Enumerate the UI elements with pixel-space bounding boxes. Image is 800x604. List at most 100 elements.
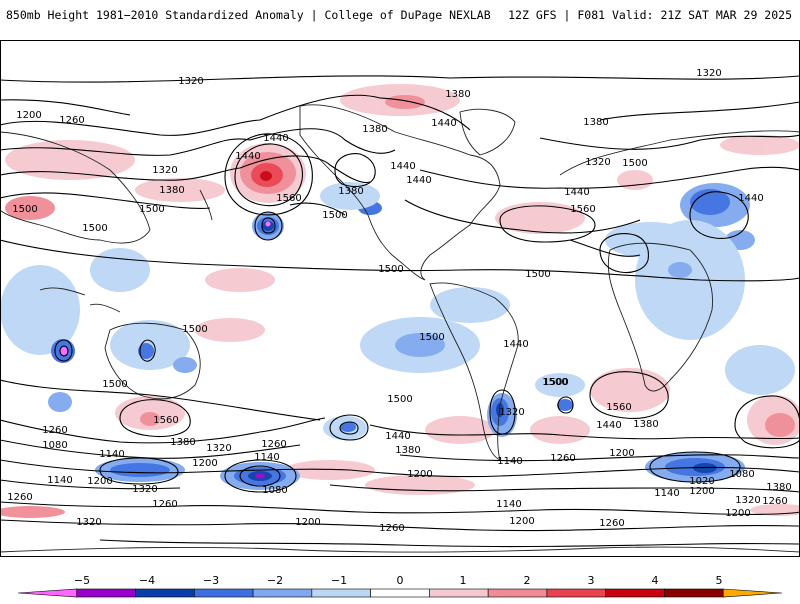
map-panel[interactable]: 1320 1200 1260 1380 1440 1320 1380 1500 …	[0, 40, 800, 557]
contour-label: 1200	[725, 508, 750, 519]
contour-label: 1440	[235, 151, 260, 162]
contour-label: 1440	[738, 193, 763, 204]
coastlines	[0, 104, 800, 553]
contour-label: 1440	[263, 133, 288, 144]
contour-label: 1320	[132, 484, 157, 495]
contour-label: 1200	[16, 110, 41, 121]
contour-label: 1320	[152, 165, 177, 176]
colorbar-tick: 4	[652, 574, 659, 587]
contour-label: 1200	[689, 486, 714, 497]
south-america-coast	[429, 282, 519, 461]
contour-label: 1500	[102, 379, 127, 390]
contour-label: 1500	[378, 264, 403, 275]
map-title: 850mb Height 1981−2010 Standardized Anom…	[6, 8, 491, 22]
contour-label: 1500	[139, 204, 164, 215]
contour-label: 1140	[99, 449, 124, 460]
contour-label: 1320	[206, 443, 231, 454]
colorbar-tick: −4	[139, 574, 155, 587]
contour-label: 1560	[153, 415, 178, 426]
antarctica-coast	[0, 546, 800, 553]
contour-label: 1440	[390, 161, 415, 172]
contour-label: 1320	[735, 495, 760, 506]
contour-label: 1260	[550, 453, 575, 464]
contour-label: 1440	[385, 431, 410, 442]
colorbar-tick: −2	[267, 574, 283, 587]
colorbar-swatch	[487, 588, 548, 598]
colorbar-swatches	[17, 588, 783, 598]
contour-label: 1380	[395, 445, 420, 456]
contour-label: 1200	[609, 448, 634, 459]
north-america-coast	[299, 104, 501, 281]
contour-label: 1560	[606, 402, 631, 413]
eurasia-coast	[0, 130, 800, 244]
contour-label: 1500	[12, 204, 37, 215]
africa-coast	[607, 242, 713, 392]
contour-label: 1440	[406, 175, 431, 186]
contour-label: 1500	[622, 158, 647, 169]
colorbar-swatch	[722, 588, 783, 598]
contour-label: 1320	[76, 517, 101, 528]
colorbar-swatch	[370, 588, 430, 598]
contour-label: 1080	[42, 440, 67, 451]
contour-label: 1320	[499, 407, 524, 418]
colorbar-tick: −3	[203, 574, 219, 587]
contour-label: 1260	[59, 115, 84, 126]
colorbar-swatch	[311, 588, 371, 598]
colorbar-swatch	[252, 588, 313, 598]
contour-label: 1200	[87, 476, 112, 487]
colorbar-swatch	[76, 588, 136, 598]
contour-label: 1140	[654, 488, 679, 499]
colorbar-tick: 0	[397, 574, 404, 587]
contour-label: 1380	[633, 419, 658, 430]
contour-label: 1260	[152, 499, 177, 510]
contour-label: 1380	[362, 124, 387, 135]
colorbar-swatch	[135, 588, 195, 598]
colorbar-tick: 3	[588, 574, 595, 587]
height-contours	[0, 75, 800, 548]
contour-label: 1440	[503, 339, 528, 350]
colorbar-tick: −5	[74, 574, 90, 587]
anomaly-colorbar: −5 −4 −3 −2 −1 0 1 2 3 4 5	[0, 572, 800, 600]
australia-coast	[104, 322, 201, 400]
contour-label: 1320	[696, 68, 721, 79]
colorbar-tick: −1	[331, 574, 347, 587]
contour-label: 1140	[496, 499, 521, 510]
contour-label: 1080	[729, 469, 754, 480]
contour-label: 1320	[178, 76, 203, 87]
contour-label: 1020	[689, 476, 714, 487]
contour-labels: 1320 1200 1260 1380 1440 1320 1380 1500 …	[7, 68, 791, 534]
contour-label: 1500	[542, 377, 567, 388]
contour-label: 1260	[7, 492, 32, 503]
contour-label: 1080	[262, 485, 287, 496]
colorbar-tick: 2	[524, 574, 531, 587]
contour-label: 1380	[583, 117, 608, 128]
contour-label: 1260	[42, 425, 67, 436]
contour-label: 1380	[445, 89, 470, 100]
japan-coast	[199, 189, 213, 221]
indonesia-coast	[39, 287, 121, 313]
contour-label: 1440	[596, 420, 621, 431]
contour-label: 1200	[192, 458, 217, 469]
contour-label: 1440	[564, 187, 589, 198]
contour-label: 1200	[295, 517, 320, 528]
contour-label: 1500	[322, 210, 347, 221]
colorbar-swatch	[546, 588, 606, 598]
contour-label: 1140	[254, 452, 279, 463]
contour-label: 1380	[159, 185, 184, 196]
colorbar-swatch	[17, 588, 78, 598]
colorbar-swatch	[194, 588, 254, 598]
colorbar-swatch	[605, 588, 665, 598]
contour-label: 1260	[599, 518, 624, 529]
greenland-coast	[459, 108, 516, 156]
colorbar-tick: 1	[460, 574, 467, 587]
contour-label: 1380	[766, 482, 791, 493]
contour-label: 1260	[762, 496, 787, 507]
colorbar-swatch	[429, 588, 489, 598]
contour-label: 1500	[387, 394, 412, 405]
colorbar-tick: 5	[716, 574, 723, 587]
contour-label: 1500	[525, 269, 550, 280]
contour-label: 1560	[276, 193, 301, 204]
anomaly-map: 1320 1200 1260 1380 1440 1320 1380 1500 …	[0, 40, 800, 557]
contour-label: 1500	[182, 324, 207, 335]
contour-label: 1260	[261, 439, 286, 450]
